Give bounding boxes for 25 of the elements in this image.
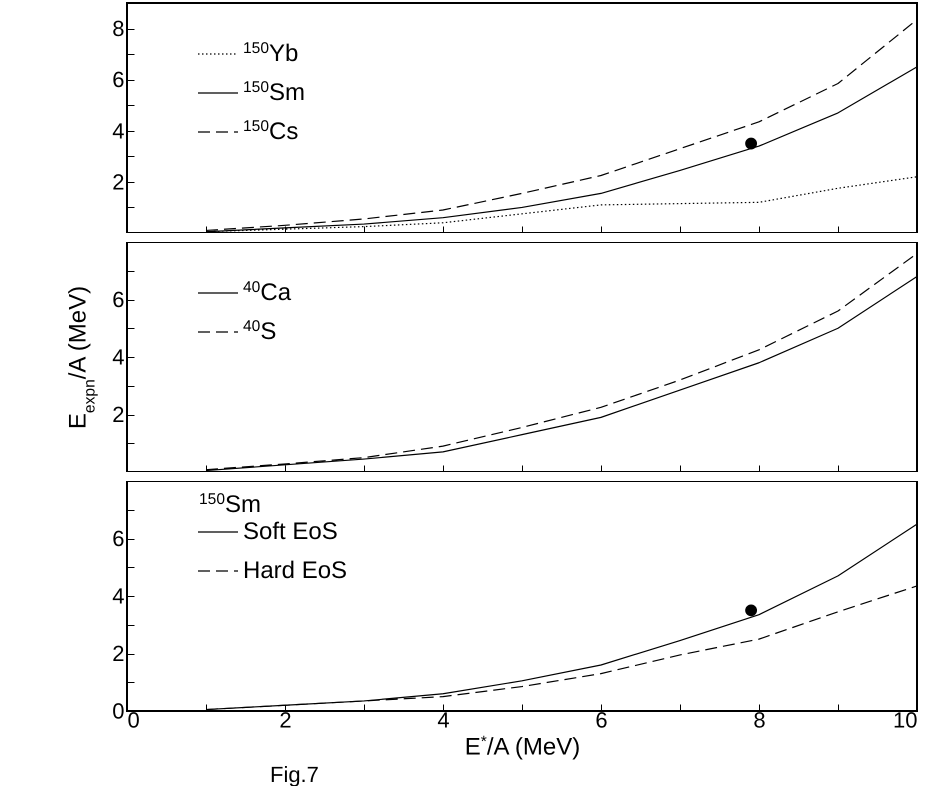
y-tick-label: 2 [112, 402, 124, 427]
legend-label: Soft EoS [243, 518, 338, 545]
legend-label: $^{40}$Ca [243, 278, 292, 306]
legend-label: $^{150}$Cs [243, 118, 298, 145]
x-axis-title: E$^{*}$/A (MeV) [464, 733, 580, 760]
x-tick-label: 10 [893, 708, 918, 732]
legend-label: Hard EoS [243, 557, 348, 584]
y-tick-label: 4 [112, 584, 124, 608]
annotation: $^{150}$Sm [199, 490, 262, 518]
x-tick-label: 4 [437, 708, 450, 732]
y-tick-label: 6 [112, 526, 124, 551]
y-tick-label: 2 [112, 169, 124, 194]
x-tick-label: 2 [279, 708, 292, 732]
legend-label: $^{150}$Yb [243, 40, 298, 67]
y-tick-label: 6 [112, 67, 124, 92]
y-tick-label: 4 [112, 118, 124, 144]
y-tick-label: 8 [112, 16, 124, 42]
y-tick-label: 6 [112, 287, 124, 312]
x-tick-label: 0 [128, 708, 140, 732]
legend-label: $^{40}$S [243, 318, 276, 345]
x-tick-label: 6 [595, 708, 608, 732]
y-tick-label: 2 [112, 641, 124, 666]
y-tick-label: 4 [112, 344, 124, 370]
legend-label: $^{150}$Sm [243, 78, 306, 106]
x-tick-label: 8 [753, 708, 766, 732]
